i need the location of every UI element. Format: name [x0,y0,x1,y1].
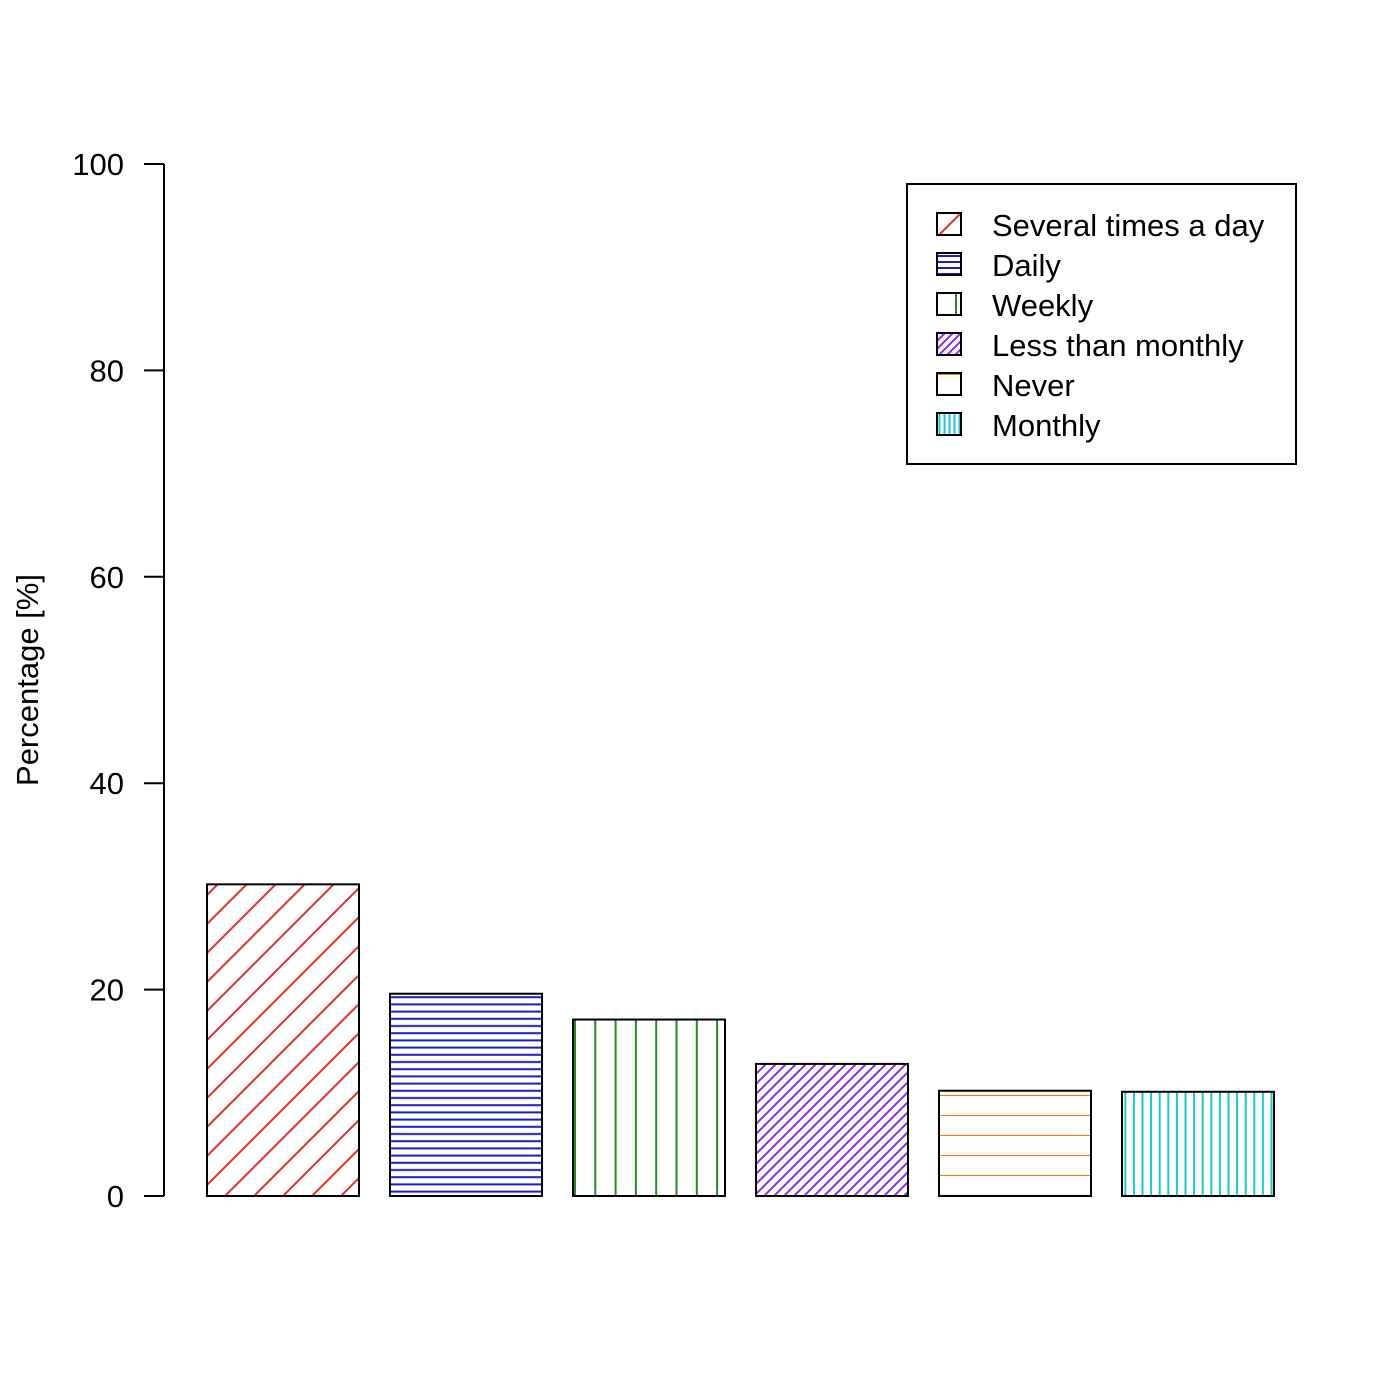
legend-less-than-monthly-swatch [936,332,962,356]
bar-monthly-fill [1122,1091,1274,1196]
bar-daily-fill [390,993,542,1196]
legend-weekly-swatch-fill [937,293,961,315]
legend-less-than-monthly-swatch-fill [937,333,961,355]
legend-monthly-label: Monthly [992,408,1101,443]
bar-daily [389,992,543,1198]
y-axis: 0 20 40 60 80 100 [72,147,165,1214]
y-tick-label-100: 100 [72,147,124,182]
legend-several-times-a-day-label: Several times a day [992,208,1265,243]
legend-several-times-a-day-swatch-fill [937,213,961,235]
legend-never-swatch-fill [937,373,961,395]
y-tick-label-20: 20 [90,973,124,1008]
y-tick-label-60: 60 [90,560,124,595]
bar-less-than-monthly-fill [756,1063,908,1196]
y-tick-label-0: 0 [107,1179,124,1214]
legend-monthly-swatch [936,412,962,436]
bars-group [206,883,1275,1198]
bar-monthly [1121,1090,1275,1197]
legend-daily-swatch [936,252,962,276]
legend: Several times a day Daily Weekly Less than … [906,183,1297,465]
y-tick-label-80: 80 [90,353,124,388]
legend-daily-label: Daily [992,248,1061,283]
legend-never-swatch [936,372,962,396]
legend-weekly-swatch [936,292,962,316]
y-axis-label: Percentage [%] [10,574,45,786]
legend-monthly-swatch-fill [937,413,961,435]
legend-items: Several times a day Daily Weekly Less than … [936,208,1265,443]
bar-less-than-monthly [755,1062,909,1198]
legend-several-times-a-day-swatch [936,212,962,236]
y-axis-ticks: 0 20 40 60 80 100 [72,147,164,1214]
legend-never-label: Never [992,368,1075,403]
bar-weekly [572,1018,726,1198]
legend-less-than-monthly-label: Less than monthly [992,328,1244,363]
bar-never [938,1089,1092,1197]
bar-several-times-a-day [206,883,360,1197]
legend-daily-swatch-fill [937,253,961,275]
bar-weekly-fill [573,1019,725,1196]
y-tick-label-40: 40 [90,766,124,801]
legend-weekly-label: Weekly [992,288,1094,323]
bar-never-fill [939,1090,1091,1196]
bar-several-times-a-day-fill [207,884,359,1196]
legend-box [906,183,1297,465]
